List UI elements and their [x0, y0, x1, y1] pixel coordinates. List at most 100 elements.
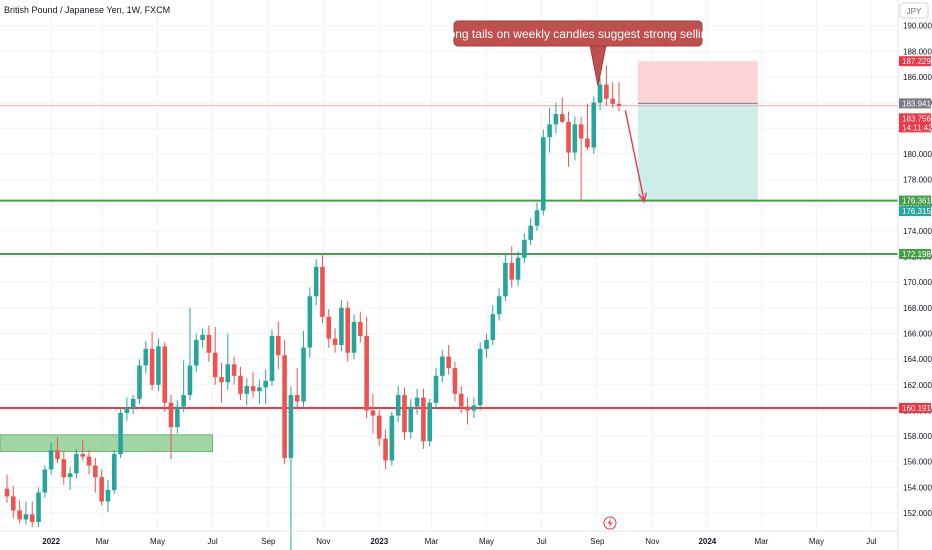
candle-body [61, 459, 67, 478]
candle-body [149, 348, 155, 385]
candle-body [168, 402, 174, 428]
candle-body [99, 477, 104, 502]
y-tick-label: 156.000 [903, 458, 932, 467]
candle-body [566, 121, 571, 153]
candle-body [540, 137, 546, 211]
price-badge-bg [899, 402, 931, 413]
candle-body [74, 454, 79, 474]
candle-body [219, 377, 224, 383]
candle-body [559, 114, 565, 122]
candle-body [458, 393, 464, 407]
price-badge-bg [899, 113, 931, 133]
candle-body [452, 368, 458, 394]
candle-body [597, 84, 603, 103]
position-stop-zone[interactable] [637, 61, 758, 104]
price-badge: 172.198 [899, 248, 931, 259]
candle-body [578, 124, 584, 139]
currency-button[interactable]: JPY [899, 2, 929, 19]
candle-body [143, 348, 149, 366]
arrow-head [638, 192, 648, 203]
y-tick-label: 166.000 [903, 329, 932, 338]
candle-body [503, 262, 508, 297]
candle-body [427, 402, 433, 442]
candles-layer [4, 65, 622, 550]
candle-body [496, 296, 502, 315]
candle-body [522, 239, 527, 258]
y-tick-label: 176.000 [903, 201, 932, 210]
candle-body [11, 496, 16, 511]
candle-body [55, 450, 60, 460]
candle-body [231, 364, 237, 376]
candle-body [326, 316, 332, 339]
y-tick-label: 186.000 [903, 73, 932, 82]
candle-body [383, 438, 388, 461]
price-badge-bg [899, 248, 931, 259]
lightning-icon[interactable] [603, 516, 617, 530]
candle-body [515, 257, 521, 280]
price-badge-text: 187.229 [902, 57, 931, 66]
x-tick-label: Mar [755, 537, 769, 546]
candle-body [17, 510, 22, 520]
y-tick-label: 180.000 [903, 150, 932, 159]
candle-body [181, 395, 186, 407]
candle-body [440, 356, 445, 376]
y-axis[interactable]: 152.000154.000156.000158.000160.000162.0… [903, 22, 932, 518]
x-tick-label: Jul [207, 537, 217, 546]
candle-body [446, 356, 451, 369]
demand-zone[interactable] [0, 434, 213, 452]
candle-body [301, 347, 306, 402]
price-badge-text: 176.361 [902, 197, 931, 206]
x-tick-label: Nov [316, 537, 330, 546]
candle-body [111, 454, 117, 490]
candle-body [414, 397, 420, 407]
candle-body [282, 355, 287, 458]
candle-body [36, 492, 41, 523]
price-badge-bg [899, 195, 931, 206]
y-tick-label: 154.000 [903, 483, 932, 492]
candle-body [339, 307, 344, 346]
candle-body [509, 262, 515, 280]
price-badge: 176.315 [899, 206, 931, 217]
x-tick-label: Jul [866, 537, 876, 546]
candle-body [591, 102, 597, 148]
callout-pointer [589, 44, 607, 87]
x-tick-label: Mar [96, 537, 110, 546]
candle-body [351, 321, 357, 353]
price-badge-text: 172.198 [902, 250, 931, 259]
candle-body [162, 346, 168, 403]
candle-body [244, 386, 250, 394]
candle-body [389, 415, 395, 461]
price-badge: 183.941 [899, 98, 931, 109]
annotation-text: Long tails on weekly candles suggest str… [442, 27, 714, 41]
candle-body [130, 398, 136, 408]
position-target-zone[interactable] [637, 103, 758, 202]
x-tick-label: 2024 [698, 537, 716, 546]
price-badge-text: 183.941 [902, 99, 931, 108]
candle-body [29, 514, 35, 523]
candle-body [553, 114, 559, 125]
candle-body [572, 124, 578, 153]
drawings-layer [624, 110, 648, 203]
candle-body [93, 465, 98, 478]
y-tick-label: 152.000 [903, 509, 932, 518]
price-badge: 176.361 [899, 195, 931, 206]
x-tick-label: Nov [645, 537, 659, 546]
candle-body [484, 339, 489, 349]
candle-body [471, 405, 477, 411]
y-tick-label: 190.000 [903, 22, 932, 31]
candle-body [604, 84, 609, 99]
candle-body [67, 473, 73, 478]
candle-body [320, 266, 325, 317]
price-badge: 187.229 [899, 56, 931, 67]
candle-body [80, 454, 86, 457]
x-axis[interactable]: 2022 Mar May Jul Sep Nov 2023 Mar May Jul Sep Nov 20… [42, 537, 876, 546]
arrow-line[interactable] [624, 110, 645, 202]
candle-body [86, 456, 92, 466]
candle-body [313, 266, 319, 297]
annotation-callout[interactable]: Long tails on weekly candles suggest str… [442, 20, 714, 87]
candle-body [48, 450, 54, 470]
y-tick-label: 174.000 [903, 227, 932, 236]
price-badge-text: 160.191 [902, 404, 931, 413]
